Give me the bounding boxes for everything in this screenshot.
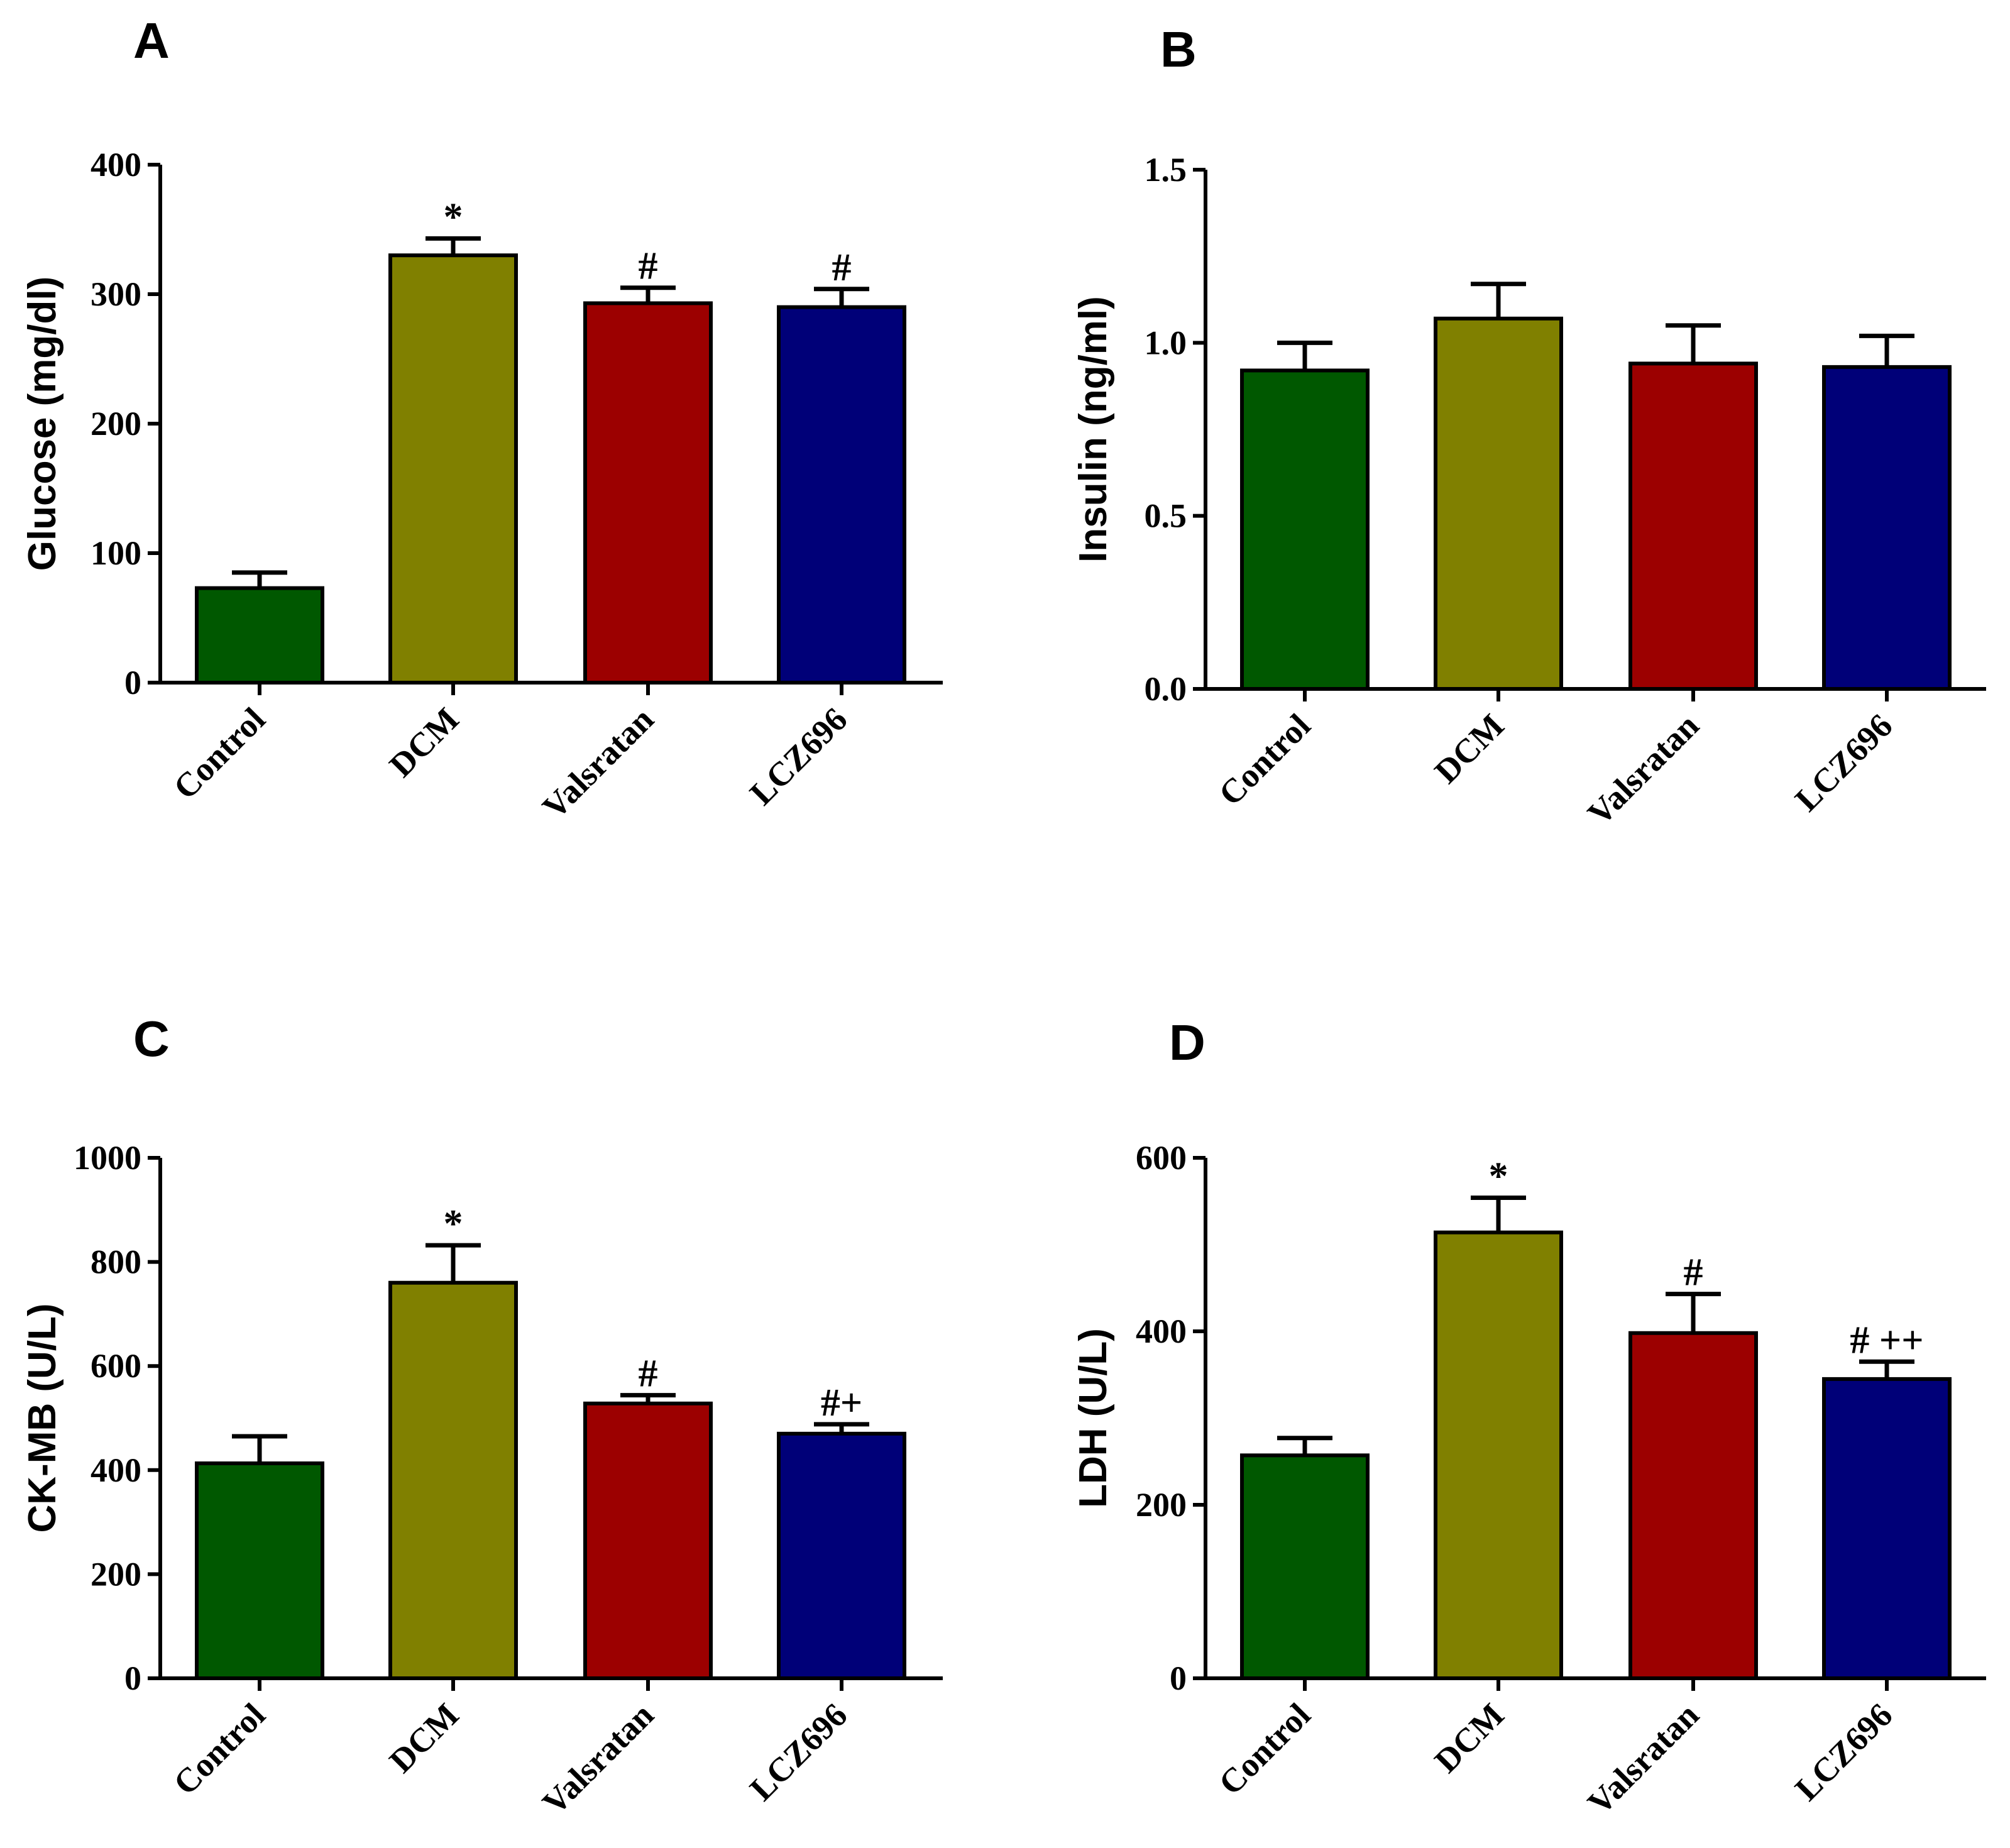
panel-a-significance-label: # [832, 246, 852, 289]
panel-b-bar-valsratan [1628, 361, 1758, 691]
panel-b-letter: B [1160, 21, 1197, 77]
panel-c-bar-dcm [388, 1280, 518, 1680]
panel-d-y-tick-label: 0 [1170, 1659, 1187, 1697]
panel-b-y-tick-label: 0.0 [1145, 670, 1187, 708]
panel-a-category-label: LCZ696 [742, 700, 854, 812]
panel-d-significance-label: * [1489, 1155, 1508, 1197]
panel-a-category-label: Control [166, 700, 272, 806]
panel-a-bar-control [195, 586, 324, 685]
panel-c-y-tick-label: 800 [91, 1243, 141, 1281]
panel-a-letter: A [133, 13, 170, 69]
panel-d-bar-valsratan [1628, 1331, 1758, 1680]
panel-a-category-label: Valsratan [535, 700, 661, 826]
panel-b-y-tick-label: 1.0 [1145, 324, 1187, 361]
panel-b-y-tick-label: 0.5 [1145, 497, 1187, 535]
panel-c-significance-label: # [639, 1353, 658, 1395]
panel-c-significance-label: #+ [821, 1382, 862, 1424]
panel-b-category-label: DCM [1427, 707, 1512, 791]
panel-b-category-label: LCZ696 [1788, 707, 1899, 818]
panel-a-significance-label: * [444, 195, 463, 238]
panel-a-y-tick-label: 300 [91, 275, 141, 313]
panel-d-significance-label: # [1684, 1251, 1703, 1294]
panel-c-letter: C [133, 1011, 170, 1067]
panel-d-y-tick-label: 600 [1136, 1139, 1187, 1177]
panel-d-category-label: DCM [1427, 1696, 1512, 1780]
panel-b-category-label: Control [1211, 707, 1317, 813]
panel-d-y-tick-label: 200 [1136, 1486, 1187, 1524]
panel-c-y-tick-label: 1000 [74, 1139, 141, 1177]
panel-c-category-label: DCM [382, 1696, 466, 1780]
panel-a-y-tick-label: 100 [91, 534, 141, 572]
panel-d-significance-label: # ++ [1850, 1319, 1923, 1361]
panel-c-y-tick-label: 0 [124, 1659, 141, 1697]
panel-c-y-tick-label: 600 [91, 1347, 141, 1385]
panel-b-bar-dcm [1434, 316, 1563, 691]
panel-a-y-axis-title: Glucose (mg/dl) [21, 277, 64, 571]
panel-a-bar-dcm [388, 253, 518, 685]
panel-a-y-tick-label: 200 [91, 405, 141, 443]
panel-c-y-tick-label: 400 [91, 1451, 141, 1489]
panel-a-bar-valsratan [583, 301, 713, 685]
panel-c-y-tick-label: 200 [91, 1555, 141, 1593]
panel-a-significance-label: # [639, 245, 658, 288]
panel-d-y-tick-label: 400 [1136, 1312, 1187, 1350]
panel-d-category-label: LCZ696 [1788, 1696, 1899, 1808]
panel-d-bar-control [1240, 1453, 1370, 1681]
panel-b-bar-lcz696 [1822, 365, 1952, 691]
panel-c-bar-control [195, 1461, 324, 1680]
panel-a-bar-lcz696 [777, 305, 906, 685]
panel-a-y-tick-label: 400 [91, 146, 141, 184]
panel-d-bar-dcm [1434, 1230, 1563, 1681]
panel-c-bar-lcz696 [777, 1431, 906, 1681]
panel-a-y-tick-label: 0 [124, 664, 141, 701]
panel-b-y-tick-label: 1.5 [1145, 151, 1187, 189]
panel-c-bar-valsratan [583, 1401, 713, 1680]
panel-d-letter: D [1169, 1015, 1205, 1070]
panel-c-category-label: Valsratan [535, 1696, 661, 1822]
panel-c-significance-label: * [444, 1202, 463, 1245]
panel-c-category-label: Control [166, 1696, 272, 1802]
panel-d-bar-lcz696 [1822, 1377, 1952, 1680]
panel-b-y-axis-title: Insulin (ng/ml) [1072, 296, 1115, 563]
panel-c-category-label: LCZ696 [742, 1696, 854, 1808]
panel-d-category-label: Control [1211, 1696, 1317, 1802]
panel-b-category-label: Valsratan [1580, 707, 1706, 832]
panel-b-bar-control [1240, 368, 1370, 691]
panel-a-category-label: DCM [382, 700, 466, 784]
panel-c-y-axis-title: CK-MB (U/L) [21, 1303, 64, 1532]
panel-d-category-label: Valsratan [1580, 1696, 1706, 1822]
panel-d-y-axis-title: LDH (U/L) [1072, 1328, 1115, 1508]
